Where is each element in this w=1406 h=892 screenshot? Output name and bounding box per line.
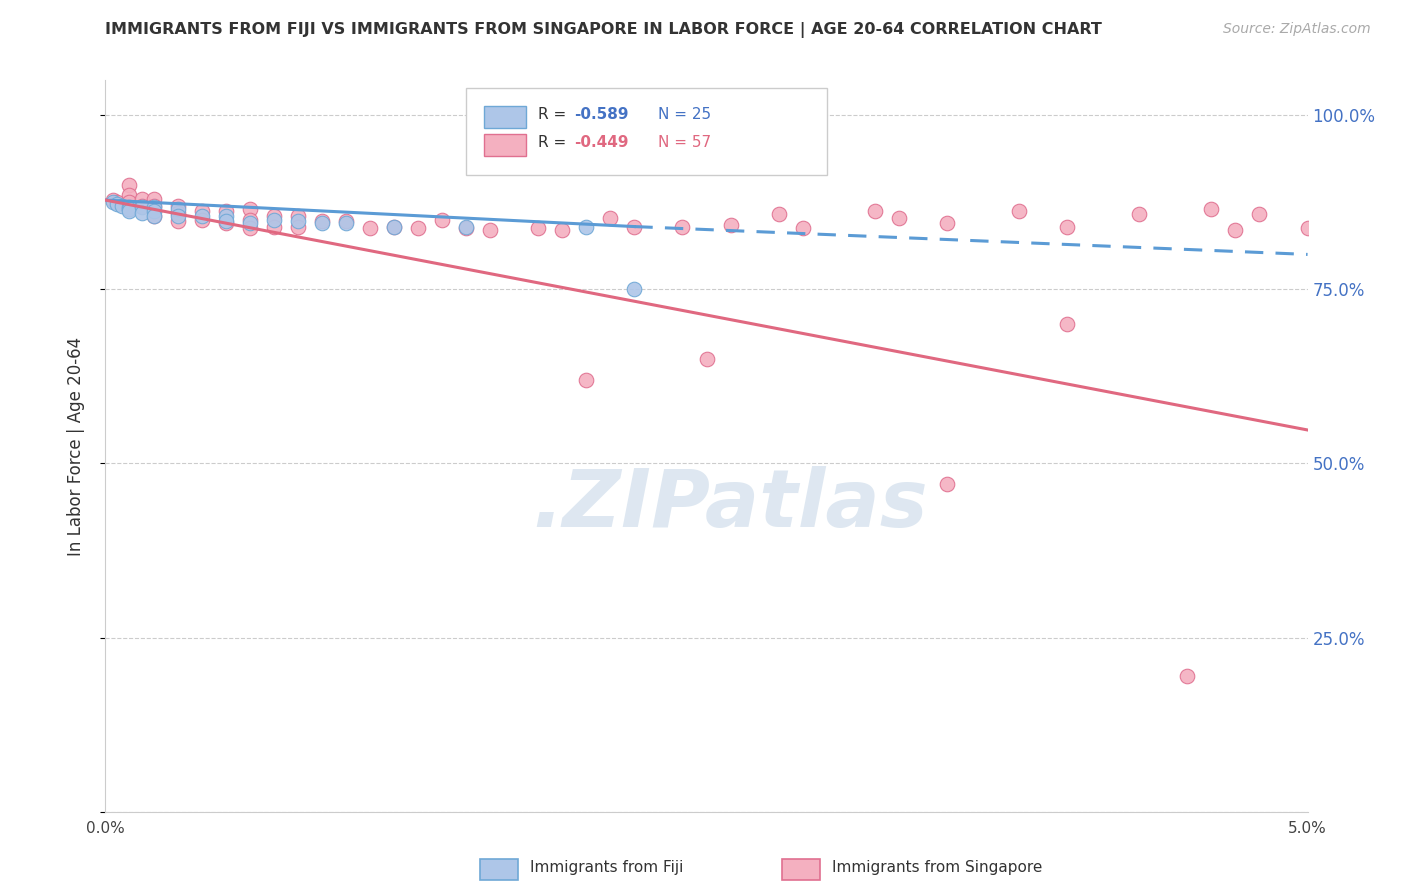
Point: [1201, 202, 1223, 216]
Text: R =: R =: [538, 107, 571, 122]
Point: [768, 207, 790, 221]
Point: [239, 212, 262, 227]
Point: [190, 212, 212, 227]
Point: [263, 209, 285, 223]
Point: [131, 205, 153, 219]
Point: [1008, 204, 1031, 219]
Point: [101, 193, 124, 207]
FancyBboxPatch shape: [465, 87, 827, 176]
Point: [863, 204, 886, 219]
Text: R =: R =: [538, 135, 571, 150]
Point: [239, 221, 262, 235]
Point: [142, 209, 165, 223]
Point: [936, 216, 959, 230]
Point: [1056, 317, 1078, 331]
Point: [311, 214, 333, 228]
Point: [1175, 669, 1198, 683]
FancyBboxPatch shape: [484, 134, 526, 155]
Point: [382, 219, 405, 234]
Text: N = 57: N = 57: [658, 135, 711, 150]
Point: [214, 214, 236, 228]
Point: [359, 221, 381, 235]
Point: [263, 219, 285, 234]
Point: [623, 282, 645, 296]
Point: [166, 214, 188, 228]
Point: [1296, 221, 1319, 235]
Point: [335, 214, 357, 228]
Point: [263, 212, 285, 227]
Text: IMMIGRANTS FROM FIJI VS IMMIGRANTS FROM SINGAPORE IN LABOR FORCE | AGE 20-64 COR: IMMIGRANTS FROM FIJI VS IMMIGRANTS FROM …: [105, 22, 1102, 38]
Point: [1225, 223, 1247, 237]
FancyBboxPatch shape: [484, 106, 526, 128]
Point: [696, 351, 718, 366]
Point: [382, 219, 405, 234]
Point: [190, 204, 212, 219]
Point: [287, 214, 309, 228]
Point: [551, 223, 574, 237]
Point: [118, 195, 141, 210]
Text: Immigrants from Fiji: Immigrants from Fiji: [530, 860, 683, 874]
Point: [575, 219, 598, 234]
Point: [1056, 219, 1078, 234]
Point: [118, 202, 141, 216]
Point: [142, 200, 165, 214]
Point: [527, 221, 550, 235]
Point: [107, 195, 129, 210]
Point: [131, 192, 153, 206]
Point: [166, 209, 188, 223]
Point: [887, 211, 910, 226]
Point: [287, 209, 309, 223]
Point: [118, 178, 141, 192]
Bar: [783, 859, 821, 880]
Point: [1128, 207, 1150, 221]
Point: [575, 373, 598, 387]
Point: [107, 197, 129, 211]
Point: [118, 188, 141, 202]
Bar: [481, 859, 517, 880]
Point: [335, 216, 357, 230]
Text: Immigrants from Singapore: Immigrants from Singapore: [832, 860, 1043, 874]
Point: [214, 209, 236, 223]
Point: [936, 477, 959, 491]
Point: [142, 204, 165, 219]
Point: [118, 202, 141, 216]
Point: [214, 204, 236, 219]
Point: [430, 212, 453, 227]
Point: [671, 219, 693, 234]
Point: [720, 218, 742, 232]
Text: .ZIPatlas: .ZIPatlas: [533, 466, 928, 543]
Point: [599, 211, 621, 226]
Point: [479, 223, 502, 237]
Point: [239, 216, 262, 230]
Point: [142, 192, 165, 206]
Point: [166, 202, 188, 216]
Point: [142, 204, 165, 219]
Point: [166, 199, 188, 213]
Point: [239, 202, 262, 216]
Text: Source: ZipAtlas.com: Source: ZipAtlas.com: [1223, 22, 1371, 37]
Point: [166, 205, 188, 219]
Point: [623, 219, 645, 234]
Point: [454, 219, 477, 234]
Text: -0.589: -0.589: [574, 107, 628, 122]
Y-axis label: In Labor Force | Age 20-64: In Labor Force | Age 20-64: [66, 336, 84, 556]
Point: [311, 216, 333, 230]
Point: [118, 200, 141, 214]
Point: [111, 199, 134, 213]
Point: [131, 200, 153, 214]
Text: N = 25: N = 25: [658, 107, 711, 122]
Point: [142, 199, 165, 213]
Point: [454, 221, 477, 235]
Point: [190, 209, 212, 223]
Point: [214, 216, 236, 230]
Point: [1249, 207, 1271, 221]
Point: [406, 221, 429, 235]
Point: [792, 221, 814, 235]
Point: [142, 209, 165, 223]
Point: [287, 219, 309, 234]
Point: [118, 204, 141, 219]
Point: [101, 195, 124, 210]
Text: -0.449: -0.449: [574, 135, 628, 150]
Point: [131, 199, 153, 213]
